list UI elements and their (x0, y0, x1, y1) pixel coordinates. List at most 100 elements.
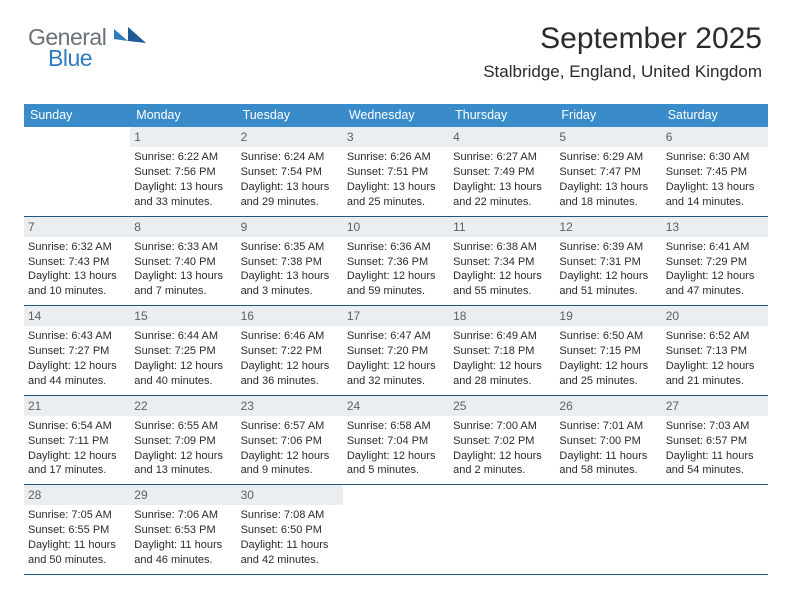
day-number: 22 (130, 396, 236, 416)
day-sunset: Sunset: 7:45 PM (666, 165, 764, 180)
day-daylight: Daylight: 13 hours and 14 minutes. (666, 180, 764, 210)
day-number: 30 (237, 485, 343, 505)
day-sunrise: Sunrise: 6:50 AM (559, 329, 657, 344)
day-number: 10 (343, 217, 449, 237)
day-daylight: Daylight: 11 hours and 50 minutes. (28, 538, 126, 568)
day-cell: 8Sunrise: 6:33 AMSunset: 7:40 PMDaylight… (130, 217, 236, 306)
day-sunrise: Sunrise: 6:33 AM (134, 240, 232, 255)
day-sunset: Sunset: 6:55 PM (28, 523, 126, 538)
day-sunset: Sunset: 7:34 PM (453, 255, 551, 270)
day-cell: 19 Sunrise: 6:50 AMSunset: 7:15 PMDayligh… (555, 306, 661, 395)
day-cell: 4Sunrise: 6:27 AMSunset: 7:49 PMDaylight… (449, 127, 555, 216)
day-sunset: Sunset: 7:00 PM (559, 434, 657, 449)
day-sunrise: Sunrise: 6:46 AM (241, 329, 339, 344)
day-daylight: Daylight: 12 hours and 55 minutes. (453, 269, 551, 299)
day-number: 16 (237, 306, 343, 326)
day-daylight: Daylight: 12 hours and 25 minutes. (559, 359, 657, 389)
day-daylight: Daylight: 12 hours and 59 minutes. (347, 269, 445, 299)
day-sunrise: Sunrise: 6:44 AM (134, 329, 232, 344)
day-sunset: Sunset: 7:15 PM (559, 344, 657, 359)
day-daylight: Daylight: 11 hours and 58 minutes. (559, 449, 657, 479)
logo-sail-icon (114, 29, 128, 41)
day-sunrise: Sunrise: 6:26 AM (347, 150, 445, 165)
calendar: SundayMondayTuesdayWednesdayThursdayFrid… (24, 104, 768, 575)
day-cell (449, 485, 555, 574)
day-number: 11 (449, 217, 555, 237)
day-sunrise: Sunrise: 6:49 AM (453, 329, 551, 344)
day-cell (555, 485, 661, 574)
day-number: 25 (449, 396, 555, 416)
day-sunset: Sunset: 7:49 PM (453, 165, 551, 180)
logo-sail-dark-icon (128, 27, 146, 43)
day-cell: 21Sunrise: 6:54 AMSunset: 7:11 PMDayligh… (24, 396, 130, 485)
day-daylight: Daylight: 12 hours and 21 minutes. (666, 359, 764, 389)
weekday-header: Monday (130, 104, 236, 127)
day-sunrise: Sunrise: 6:22 AM (134, 150, 232, 165)
day-sunset: Sunset: 7:38 PM (241, 255, 339, 270)
day-number: 17 (343, 306, 449, 326)
week-row: 28Sunrise: 7:05 AMSunset: 6:55 PMDayligh… (24, 485, 768, 575)
day-number: 13 (662, 217, 768, 237)
day-number: 2 (237, 127, 343, 147)
weekday-header: Thursday (449, 104, 555, 127)
day-number: 21 (24, 396, 130, 416)
day-number: 9 (237, 217, 343, 237)
day-daylight: Daylight: 12 hours and 36 minutes. (241, 359, 339, 389)
day-number: 19 (555, 306, 661, 326)
day-sunset: Sunset: 7:11 PM (28, 434, 126, 449)
day-cell: 22Sunrise: 6:55 AMSunset: 7:09 PMDayligh… (130, 396, 236, 485)
day-daylight: Daylight: 13 hours and 33 minutes. (134, 180, 232, 210)
day-number: 8 (130, 217, 236, 237)
day-cell: 9Sunrise: 6:35 AMSunset: 7:38 PMDaylight… (237, 217, 343, 306)
week-row: 21Sunrise: 6:54 AMSunset: 7:11 PMDayligh… (24, 396, 768, 486)
day-daylight: Daylight: 13 hours and 10 minutes. (28, 269, 126, 299)
day-daylight: Daylight: 13 hours and 18 minutes. (559, 180, 657, 210)
day-cell: 1 Sunrise: 6:22 AMSunset: 7:56 PMDaylight… (130, 127, 236, 216)
day-sunrise: Sunrise: 7:08 AM (241, 508, 339, 523)
day-cell: 5Sunrise: 6:29 AMSunset: 7:47 PMDaylight… (555, 127, 661, 216)
day-sunset: Sunset: 7:18 PM (453, 344, 551, 359)
day-cell: 25Sunrise: 7:00 AMSunset: 7:02 PMDayligh… (449, 396, 555, 485)
day-daylight: Daylight: 12 hours and 47 minutes. (666, 269, 764, 299)
day-sunset: Sunset: 7:54 PM (241, 165, 339, 180)
day-number: 1 (130, 127, 236, 147)
day-daylight: Daylight: 12 hours and 32 minutes. (347, 359, 445, 389)
day-number: 6 (662, 127, 768, 147)
day-number: 24 (343, 396, 449, 416)
day-sunset: Sunset: 7:56 PM (134, 165, 232, 180)
day-sunset: Sunset: 7:09 PM (134, 434, 232, 449)
day-daylight: Daylight: 12 hours and 40 minutes. (134, 359, 232, 389)
day-daylight: Daylight: 12 hours and 5 minutes. (347, 449, 445, 479)
day-sunrise: Sunrise: 6:38 AM (453, 240, 551, 255)
day-sunrise: Sunrise: 7:01 AM (559, 419, 657, 434)
day-daylight: Daylight: 13 hours and 22 minutes. (453, 180, 551, 210)
day-sunrise: Sunrise: 6:52 AM (666, 329, 764, 344)
day-number: 3 (343, 127, 449, 147)
day-sunrise: Sunrise: 7:06 AM (134, 508, 232, 523)
day-sunset: Sunset: 6:53 PM (134, 523, 232, 538)
day-cell: 16 Sunrise: 6:46 AMSunset: 7:22 PMDayligh… (237, 306, 343, 395)
day-daylight: Daylight: 13 hours and 25 minutes. (347, 180, 445, 210)
day-sunset: Sunset: 7:02 PM (453, 434, 551, 449)
day-daylight: Daylight: 11 hours and 42 minutes. (241, 538, 339, 568)
day-daylight: Daylight: 12 hours and 28 minutes. (453, 359, 551, 389)
day-sunset: Sunset: 7:13 PM (666, 344, 764, 359)
weekday-header: Tuesday (237, 104, 343, 127)
day-sunrise: Sunrise: 6:41 AM (666, 240, 764, 255)
day-number: 20 (662, 306, 768, 326)
day-sunset: Sunset: 7:25 PM (134, 344, 232, 359)
day-sunrise: Sunrise: 7:03 AM (666, 419, 764, 434)
day-daylight: Daylight: 11 hours and 54 minutes. (666, 449, 764, 479)
day-sunset: Sunset: 7:22 PM (241, 344, 339, 359)
day-number: 26 (555, 396, 661, 416)
day-cell: 26 Sunrise: 7:01 AMSunset: 7:00 PMDayligh… (555, 396, 661, 485)
day-sunset: Sunset: 7:43 PM (28, 255, 126, 270)
week-row: 14Sunrise: 6:43 AMSunset: 7:27 PMDayligh… (24, 306, 768, 396)
day-sunset: Sunset: 7:31 PM (559, 255, 657, 270)
day-daylight: Daylight: 12 hours and 9 minutes. (241, 449, 339, 479)
day-number: 4 (449, 127, 555, 147)
day-cell: 18Sunrise: 6:49 AMSunset: 7:18 PMDayligh… (449, 306, 555, 395)
day-number: 28 (24, 485, 130, 505)
day-sunset: Sunset: 7:20 PM (347, 344, 445, 359)
day-sunset: Sunset: 7:27 PM (28, 344, 126, 359)
